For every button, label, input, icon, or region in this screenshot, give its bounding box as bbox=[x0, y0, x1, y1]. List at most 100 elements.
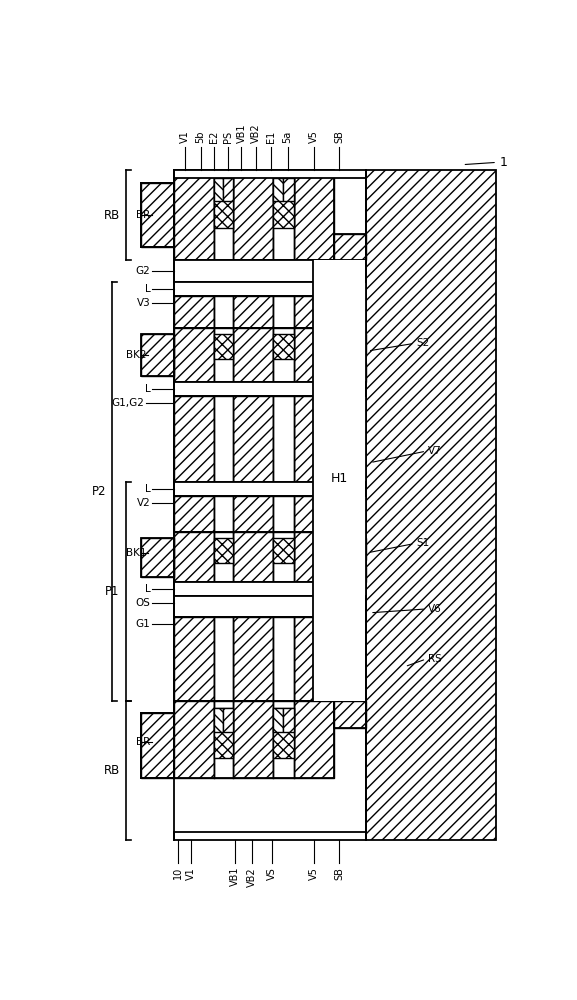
Bar bbox=[213, 178, 233, 228]
Text: L: L bbox=[145, 284, 151, 294]
Text: G1: G1 bbox=[136, 619, 151, 629]
Text: BR: BR bbox=[136, 737, 151, 747]
Bar bbox=[294, 396, 334, 482]
Bar bbox=[174, 296, 213, 328]
Text: VB1: VB1 bbox=[237, 124, 246, 143]
Bar bbox=[283, 178, 294, 201]
Bar bbox=[174, 532, 213, 582]
Text: P2: P2 bbox=[92, 485, 107, 498]
Bar bbox=[213, 334, 233, 359]
Text: VS: VS bbox=[267, 867, 277, 880]
Bar bbox=[141, 538, 174, 577]
Text: V3: V3 bbox=[137, 298, 151, 308]
Bar bbox=[273, 178, 283, 201]
Bar bbox=[273, 396, 294, 482]
Text: VB1: VB1 bbox=[230, 867, 240, 886]
Bar bbox=[334, 701, 366, 728]
Bar bbox=[334, 567, 366, 582]
Bar bbox=[141, 183, 174, 247]
Bar bbox=[174, 170, 213, 260]
Bar bbox=[334, 538, 366, 560]
Text: 1: 1 bbox=[499, 156, 507, 169]
Text: S1: S1 bbox=[416, 538, 429, 548]
Bar bbox=[174, 382, 334, 396]
Bar bbox=[313, 260, 366, 701]
Text: SB: SB bbox=[334, 130, 344, 143]
Bar bbox=[213, 538, 233, 563]
Bar bbox=[334, 363, 366, 382]
Bar bbox=[273, 708, 283, 732]
Text: E1: E1 bbox=[267, 131, 276, 143]
Bar bbox=[233, 328, 273, 382]
Bar bbox=[213, 178, 223, 201]
Bar bbox=[213, 708, 233, 758]
Bar bbox=[141, 713, 174, 778]
Bar bbox=[213, 396, 233, 482]
Bar bbox=[273, 296, 294, 328]
Bar bbox=[233, 396, 273, 482]
Text: P1: P1 bbox=[105, 585, 120, 598]
Text: VB2: VB2 bbox=[247, 867, 257, 887]
Bar bbox=[273, 334, 294, 359]
Text: V7: V7 bbox=[428, 446, 441, 456]
Bar bbox=[233, 296, 273, 328]
Bar bbox=[273, 496, 294, 532]
Bar bbox=[141, 334, 174, 376]
Text: OS: OS bbox=[136, 598, 151, 608]
Bar bbox=[294, 532, 334, 582]
Bar bbox=[334, 363, 366, 382]
Text: V1: V1 bbox=[180, 130, 190, 143]
Bar bbox=[174, 170, 334, 260]
Bar bbox=[174, 701, 334, 778]
Bar bbox=[223, 708, 233, 732]
Text: 10: 10 bbox=[173, 867, 182, 879]
Bar bbox=[233, 617, 273, 701]
Bar bbox=[334, 234, 366, 260]
Text: E2: E2 bbox=[209, 131, 219, 143]
Text: PS: PS bbox=[223, 131, 233, 143]
Bar bbox=[213, 496, 233, 532]
Bar bbox=[273, 701, 294, 778]
Bar bbox=[283, 708, 294, 732]
Bar bbox=[213, 170, 233, 260]
Text: V6: V6 bbox=[428, 604, 441, 614]
Text: V5: V5 bbox=[309, 130, 319, 143]
Text: V1: V1 bbox=[186, 867, 196, 880]
Text: RS: RS bbox=[428, 654, 441, 664]
Text: L: L bbox=[145, 484, 151, 494]
Bar bbox=[273, 708, 294, 758]
Bar bbox=[366, 170, 496, 840]
Text: RB: RB bbox=[103, 209, 120, 222]
Bar bbox=[273, 617, 294, 701]
Bar bbox=[174, 396, 213, 482]
Bar bbox=[174, 170, 366, 178]
Text: G2: G2 bbox=[136, 266, 151, 276]
Bar bbox=[141, 183, 174, 247]
Text: 5b: 5b bbox=[196, 131, 205, 143]
Bar bbox=[334, 234, 366, 260]
Text: L: L bbox=[145, 584, 151, 594]
Bar bbox=[174, 596, 334, 617]
Bar bbox=[174, 328, 213, 382]
Bar bbox=[273, 178, 294, 228]
Bar bbox=[174, 832, 366, 840]
Bar bbox=[174, 296, 334, 328]
Bar bbox=[273, 538, 294, 563]
Text: SB: SB bbox=[334, 867, 344, 880]
Text: BK1: BK1 bbox=[126, 548, 147, 558]
Text: VB2: VB2 bbox=[251, 123, 261, 143]
Text: L: L bbox=[145, 384, 151, 394]
Bar bbox=[213, 701, 233, 778]
Bar bbox=[174, 482, 334, 496]
Bar bbox=[213, 708, 223, 732]
Bar bbox=[141, 334, 174, 376]
Bar bbox=[141, 538, 174, 577]
Bar bbox=[174, 701, 213, 778]
Bar bbox=[174, 617, 213, 701]
Text: S2: S2 bbox=[416, 338, 429, 348]
Text: G1,G2: G1,G2 bbox=[111, 398, 144, 408]
Bar bbox=[223, 178, 233, 201]
Bar bbox=[174, 496, 213, 532]
Bar bbox=[213, 296, 233, 328]
Bar bbox=[174, 282, 334, 296]
